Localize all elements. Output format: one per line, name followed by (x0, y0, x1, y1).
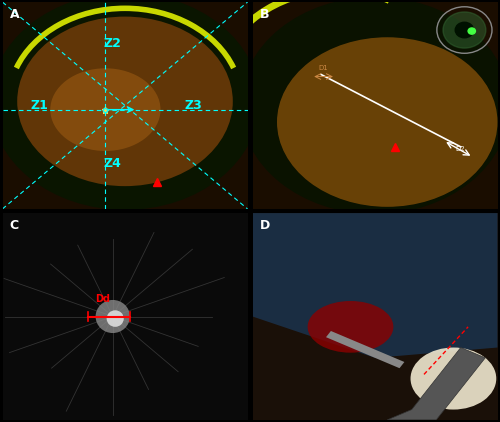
Text: A: A (10, 8, 20, 22)
Ellipse shape (240, 0, 500, 214)
Ellipse shape (308, 301, 394, 353)
Ellipse shape (106, 310, 124, 327)
Text: Z4: Z4 (104, 157, 122, 170)
Text: B: B (260, 8, 270, 22)
Text: C: C (10, 219, 19, 233)
Ellipse shape (17, 16, 233, 186)
Ellipse shape (277, 37, 498, 207)
Polygon shape (252, 2, 498, 209)
Ellipse shape (410, 348, 496, 409)
Polygon shape (2, 2, 248, 209)
Text: D: D (260, 219, 270, 233)
Text: Z1: Z1 (30, 99, 48, 112)
Text: D1: D1 (318, 65, 328, 71)
Polygon shape (2, 213, 248, 420)
Polygon shape (387, 348, 485, 420)
Polygon shape (252, 213, 498, 420)
Text: Dd: Dd (96, 294, 110, 304)
Text: Z3: Z3 (184, 99, 202, 112)
Text: D2: D2 (456, 146, 466, 152)
Ellipse shape (50, 68, 160, 151)
Text: Z2: Z2 (104, 37, 122, 50)
Polygon shape (252, 213, 498, 358)
Ellipse shape (0, 0, 260, 210)
Polygon shape (326, 331, 404, 368)
Ellipse shape (96, 300, 130, 333)
